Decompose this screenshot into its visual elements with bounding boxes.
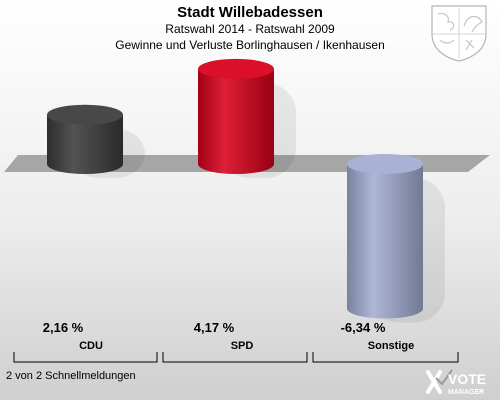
bar-sonstige — [347, 164, 423, 319]
coat-of-arms-icon — [431, 5, 487, 62]
bar-cap-spd — [198, 58, 274, 79]
logo-text-manager: MANAGER — [448, 389, 484, 396]
category-label-sonstige: Sonstige — [368, 340, 414, 352]
category-axis — [13, 352, 459, 363]
category-labels: CDU SPD Sonstige — [79, 340, 414, 352]
bars — [47, 58, 423, 319]
bar-cdu — [47, 114, 123, 174]
chart-title: Stadt Willebadessen — [177, 4, 323, 21]
category-label-spd: SPD — [231, 340, 254, 352]
axis-segment-cdu — [13, 352, 158, 363]
bar-spd — [198, 68, 274, 174]
chart-subtitle-region: Gewinne und Verluste Borlinghausen / Ike… — [115, 38, 385, 52]
axis-segment-sonstige — [312, 352, 459, 363]
axis-segment-spd — [162, 352, 308, 363]
vote-manager-logo-icon: VOTE MANAGER — [426, 369, 486, 396]
logo-text-vote: VOTE — [448, 371, 486, 387]
footer-status: 2 von 2 Schnellmeldungen — [6, 370, 136, 382]
value-label-sonstige: -6,34 % — [341, 320, 386, 335]
bar-cap-cdu — [47, 104, 123, 125]
bar-cap-sonstige — [347, 154, 423, 174]
value-label-cdu: 2,16 % — [43, 320, 84, 335]
value-label-spd: 4,17 % — [194, 320, 235, 335]
chart-subtitle: Ratswahl 2014 - Ratswahl 2009 — [165, 22, 335, 36]
category-label-cdu: CDU — [79, 340, 103, 352]
value-labels: 2,16 % 4,17 % -6,34 % — [43, 320, 386, 335]
